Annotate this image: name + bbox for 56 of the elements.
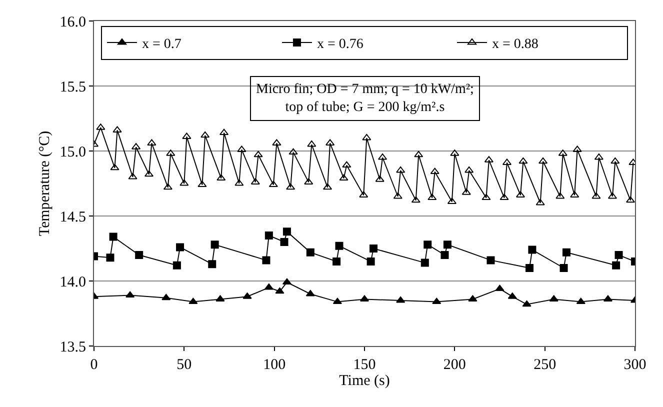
point [275, 287, 284, 294]
point [264, 232, 273, 240]
point [528, 246, 536, 254]
x-tick-label: 150 [353, 357, 376, 373]
legend-label: x = 0.7 [142, 36, 182, 52]
x-tick-label: 250 [534, 357, 556, 373]
legend-label: x = 0.88 [492, 36, 538, 52]
point [332, 258, 341, 266]
y-tick-label: 14.5 [60, 209, 86, 226]
y-axis-title: Temperature (°C) [37, 130, 53, 236]
x-tick-label: 300 [624, 357, 646, 373]
point [486, 256, 495, 264]
point [366, 258, 375, 266]
legend-label: x = 0.76 [317, 36, 364, 52]
point [495, 284, 504, 292]
point [280, 238, 288, 246]
y-tick-label: 14.0 [60, 274, 86, 290]
point [370, 244, 378, 252]
point [332, 298, 342, 304]
point [126, 291, 135, 298]
y-tick-label: 15.0 [60, 144, 86, 160]
x-tick-label: 100 [263, 357, 286, 373]
point [162, 294, 171, 300]
point [335, 242, 344, 250]
point [109, 232, 118, 241]
x-tick-label: 200 [443, 357, 466, 373]
point [210, 240, 219, 249]
point [306, 248, 314, 256]
point [106, 254, 114, 262]
x-tick-label: 50 [176, 357, 192, 373]
point [420, 258, 429, 267]
point [560, 264, 568, 272]
point [188, 298, 198, 304]
point [282, 228, 291, 236]
point [432, 298, 442, 304]
y-tick-label: 13.5 [60, 339, 86, 356]
point [614, 251, 623, 259]
point [176, 243, 184, 252]
y-tick-label: 16.0 [60, 14, 86, 30]
x-axis-title: Time (s) [339, 373, 390, 389]
point [440, 251, 449, 259]
point [282, 278, 292, 285]
y-tick-label: 15.5 [60, 79, 86, 96]
point [526, 264, 534, 272]
point [522, 300, 532, 307]
point [612, 261, 620, 270]
point [424, 240, 432, 249]
point [208, 260, 216, 268]
annotation: Micro fin; OD = 7 mm; q = 10 kW/m²; top of tube; G = 200 kg/m².s [256, 82, 474, 116]
point [576, 298, 586, 304]
point [562, 248, 570, 256]
point [443, 240, 452, 249]
x-tick-label: 0 [90, 357, 98, 373]
point [172, 261, 181, 270]
point [262, 256, 270, 264]
point [135, 251, 144, 259]
